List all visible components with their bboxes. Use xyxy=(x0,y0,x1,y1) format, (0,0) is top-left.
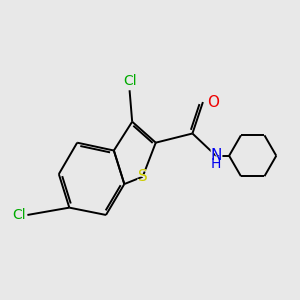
Text: N: N xyxy=(208,147,224,165)
Text: O: O xyxy=(207,94,219,110)
Text: Cl: Cl xyxy=(13,208,26,222)
Text: S: S xyxy=(136,168,149,186)
Text: Cl: Cl xyxy=(120,70,139,88)
Text: Cl: Cl xyxy=(7,206,26,224)
Text: Cl: Cl xyxy=(123,74,136,88)
Text: S: S xyxy=(138,169,148,184)
Text: O: O xyxy=(207,93,222,111)
Text: N: N xyxy=(210,148,222,163)
Text: H: H xyxy=(211,157,221,171)
